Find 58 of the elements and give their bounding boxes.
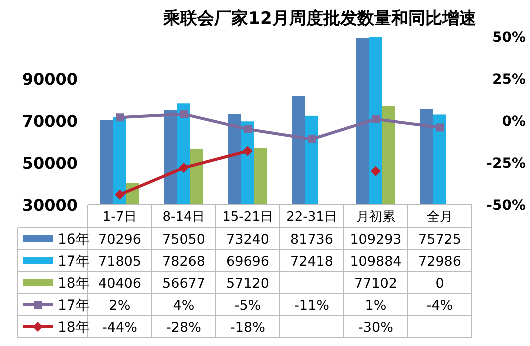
legend-label: 16年	[58, 232, 90, 248]
data-label: -11%	[294, 298, 330, 314]
data-label: -44%	[102, 320, 138, 336]
y-tick-label: 70000	[22, 112, 78, 131]
point	[436, 124, 444, 132]
legend-label: 17年	[58, 298, 90, 314]
y-tick-label: 90000	[22, 70, 78, 89]
data-label: -18%	[230, 320, 266, 336]
data-label: 69696	[226, 254, 270, 270]
x-tick-label: 全月	[427, 210, 453, 225]
data-label: 71805	[98, 254, 142, 270]
point	[372, 115, 380, 124]
y2-tick-label: -25%	[486, 156, 526, 172]
data-label: 72418	[290, 254, 334, 270]
data-label: -5%	[234, 298, 262, 314]
data-label: 81736	[290, 232, 334, 248]
legend-label: 18年	[58, 320, 90, 336]
data-label: -28%	[166, 320, 202, 336]
x-tick-label: 15-21日	[222, 210, 274, 225]
data-label: 77102	[354, 276, 398, 292]
data-label: 1%	[365, 298, 387, 314]
legend-label: 17年	[58, 254, 90, 270]
data-label: 40406	[98, 276, 142, 292]
data-label: -4%	[426, 298, 454, 314]
y-tick-label: 50000	[22, 154, 78, 173]
data-label: 75725	[418, 232, 462, 248]
data-label: 2%	[109, 298, 131, 314]
data-label: 109884	[350, 254, 402, 270]
x-tick-label: 1-7日	[102, 210, 138, 225]
y2-tick-label: 50%	[492, 30, 526, 46]
y-tick-label: 30000	[22, 196, 78, 215]
y2-tick-label: 25%	[492, 72, 526, 88]
data-label: 109293	[350, 232, 402, 248]
x-tick-label: 8-14日	[162, 210, 206, 225]
data-label: 78268	[162, 254, 206, 270]
point	[244, 125, 252, 134]
point	[115, 190, 125, 200]
data-label: 56677	[162, 276, 206, 292]
point	[243, 146, 253, 156]
point	[308, 135, 316, 144]
chart-title: 乘联会厂家12月周度批发数量和同比增速	[162, 9, 476, 29]
x-tick-label: 22-31日	[286, 210, 338, 225]
data-label: 73240	[226, 232, 270, 248]
text: 0	[436, 276, 444, 292]
y2-tick-label: 0%	[502, 114, 526, 130]
data-label: 72986	[418, 254, 462, 270]
x-tick-label: 月初累	[356, 210, 396, 225]
data-label: 70296	[98, 232, 142, 248]
data-label: 75050	[162, 232, 206, 248]
point	[180, 110, 188, 118]
data-label: 57120	[226, 276, 270, 292]
y2-tick-label: -50%	[486, 198, 526, 214]
point	[371, 166, 381, 176]
point	[179, 163, 189, 174]
point	[116, 114, 124, 122]
data-label: 4%	[173, 298, 195, 314]
data-label: -30%	[358, 320, 394, 336]
legend-label: 18年	[58, 276, 90, 292]
